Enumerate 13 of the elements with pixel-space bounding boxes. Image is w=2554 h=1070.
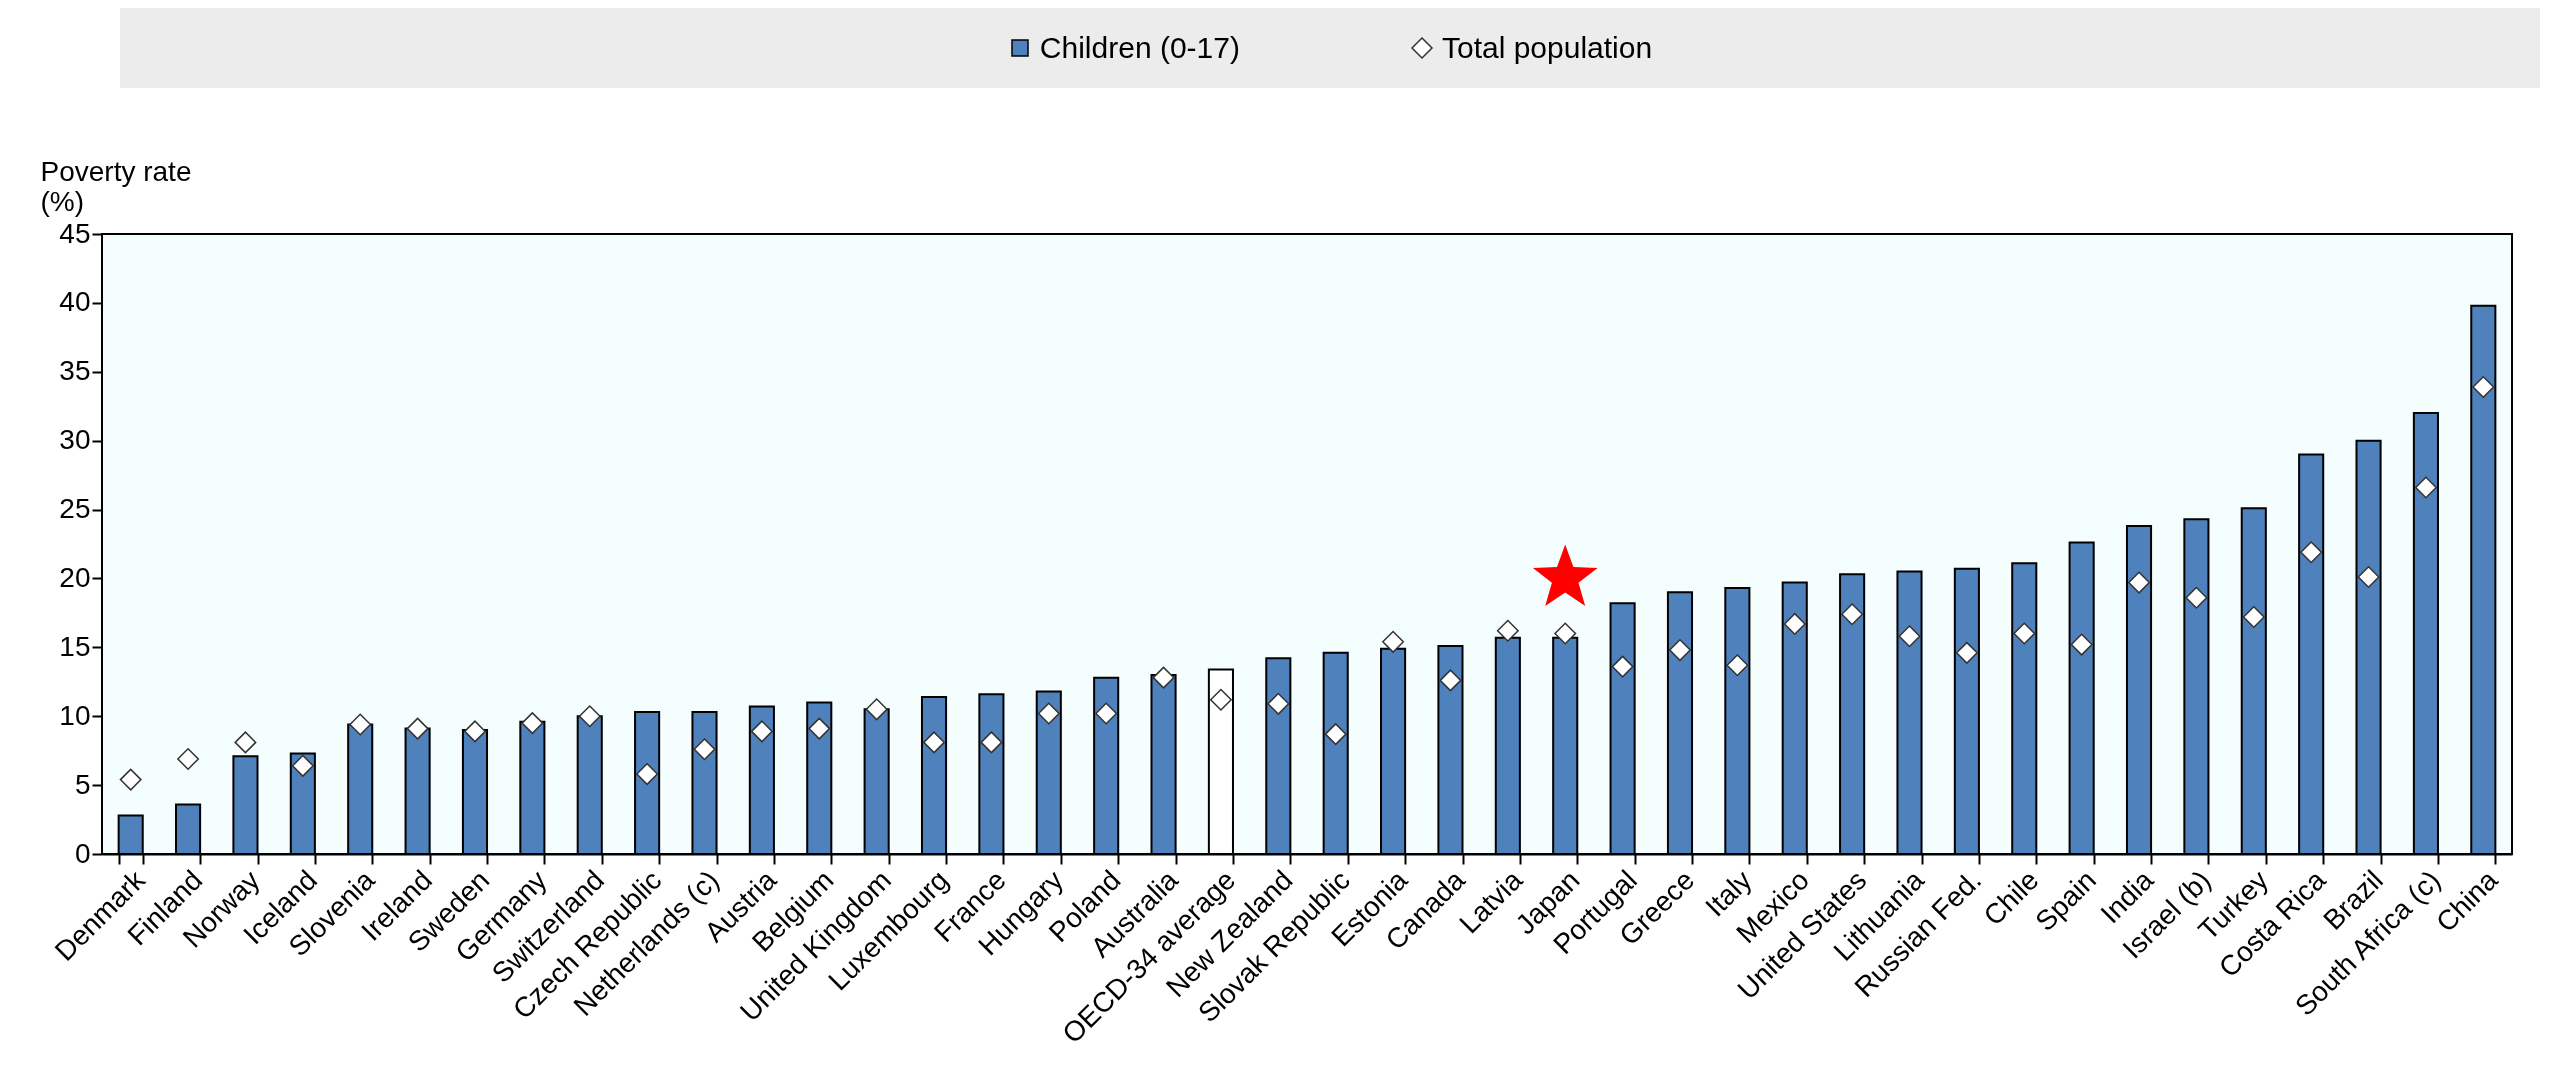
y-axis-title: Poverty rate (%) xyxy=(40,155,192,217)
legend-label: Children (0-17) xyxy=(1039,31,1240,65)
legend-label: Total population xyxy=(1441,31,1653,65)
y-tick-label: 10 xyxy=(59,699,91,731)
y-tick-label: 20 xyxy=(59,561,91,593)
y-tick-label: 35 xyxy=(59,355,91,387)
y-tick-label: 45 xyxy=(59,217,91,249)
y-tick-label: 0 xyxy=(74,837,91,869)
y-tick-label: 15 xyxy=(59,630,91,662)
y-tick-label: 5 xyxy=(74,768,91,800)
y-tick-label: 30 xyxy=(59,424,91,456)
y-tick-label: 40 xyxy=(59,286,91,318)
y-tick-label: 25 xyxy=(59,493,91,525)
